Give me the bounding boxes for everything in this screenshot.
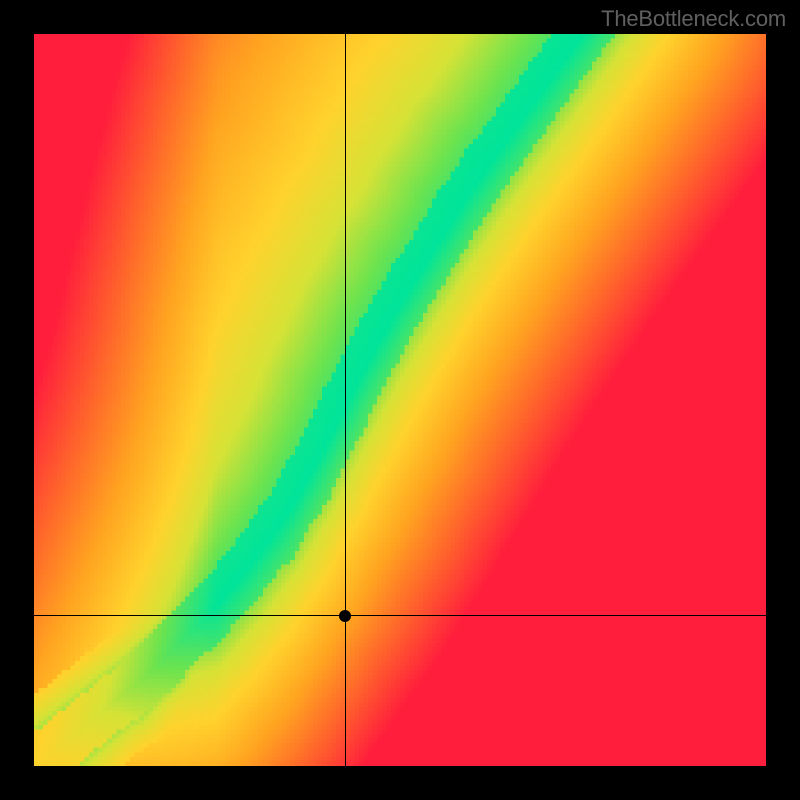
plot-area [34,34,766,766]
marker-point [339,610,351,622]
heatmap-canvas [34,34,766,766]
crosshair-vertical [345,34,346,766]
root: TheBottleneck.com [0,0,800,800]
crosshair-horizontal [34,615,766,616]
watermark-text: TheBottleneck.com [601,6,786,32]
